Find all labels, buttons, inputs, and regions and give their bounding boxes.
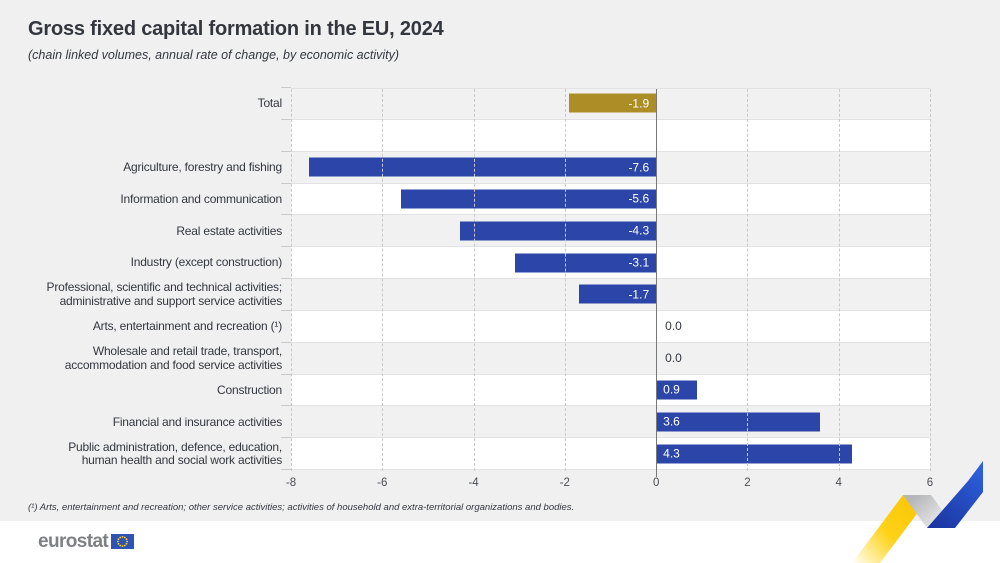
category-band: 0.0	[281, 310, 930, 343]
bar: -1.7	[578, 284, 657, 304]
bar-value-label: -1.7	[628, 287, 650, 302]
bar-value-label: -4.3	[628, 223, 650, 238]
category-band: -3.1	[281, 247, 930, 279]
bar: -4.3	[459, 221, 657, 241]
bar: 4.3	[656, 444, 853, 464]
ribbon-decoration-icon	[852, 461, 983, 563]
spacer-row	[0, 119, 930, 152]
category-row: Information and communication -5.6	[0, 183, 930, 216]
category-band: -5.6	[281, 183, 930, 216]
category-label: Real estate activities	[176, 223, 282, 238]
category-band: -7.6	[281, 151, 930, 184]
eurostat-wordmark: eurostat	[38, 531, 109, 552]
category-label: Public administration, defence, educatio…	[68, 439, 282, 468]
category-band: 0.9	[281, 374, 930, 407]
bar-value-label: 4.3	[663, 446, 680, 461]
category-label: Total	[257, 96, 283, 111]
category-row: Real estate activities -4.3	[0, 215, 930, 248]
category-band	[281, 119, 930, 152]
bar-value-label: -5.6	[628, 191, 650, 206]
chart-subtitle: (chain linked volumes, annual rate of ch…	[28, 48, 400, 62]
category-row: Public administration, defence, educatio…	[0, 438, 930, 470]
eu-flag-icon	[111, 534, 135, 549]
category-label: Arts, entertainment and recreation (¹)	[92, 319, 282, 334]
category-row: Wholesale and retail trade, transport, ac…	[0, 342, 930, 375]
bar-value-label: 3.6	[663, 414, 680, 429]
bar: 0.9	[656, 380, 698, 400]
category-label: Professional, scientific and technical a…	[46, 280, 283, 308]
gridline	[930, 89, 931, 471]
bar: 3.6	[656, 412, 821, 432]
bar-value-label: 0.0	[665, 351, 682, 366]
eurostat-logo: eurostat	[38, 531, 135, 553]
bar-value-label: -7.6	[628, 160, 650, 175]
category-row: Arts, entertainment and recreation (¹) 0.…	[0, 310, 930, 343]
category-label: Financial and insurance activities	[112, 414, 282, 429]
category-label: Construction	[217, 382, 282, 397]
category-row: Construction 0.9	[0, 374, 930, 407]
x-axis-tick-label: 6	[926, 477, 934, 489]
category-band: 0.0	[281, 342, 930, 375]
bar-value-label: 0.0	[665, 319, 682, 334]
x-axis-tick-label: -2	[559, 477, 570, 489]
bar: -7.6	[309, 157, 657, 177]
bar: -1.9	[569, 93, 657, 113]
category-label: Information and communication	[120, 191, 282, 206]
category-label: Industry (except construction)	[130, 255, 283, 270]
bar: -5.6	[400, 189, 657, 209]
chart-title: Gross fixed capital formation in the EU,…	[28, 18, 444, 40]
x-axis-tick-label: -4	[468, 477, 479, 489]
bar-value-label: 0.9	[663, 382, 680, 397]
x-axis-tick-label: -8	[285, 477, 297, 489]
plot-area: Total -1.9 Agriculture, forestry and fishi…	[0, 87, 930, 470]
category-label: Wholesale and retail trade, transport, ac…	[64, 344, 282, 372]
category-band: 4.3	[281, 438, 930, 470]
category-band: 3.6	[281, 406, 930, 439]
x-axis-tick-label: 2	[744, 477, 751, 489]
category-label: Agriculture, forestry and fishing	[123, 159, 282, 174]
footnote: (¹) Arts, entertainment and recreation; …	[28, 502, 575, 513]
category-row: Financial and insurance activities 3.6	[0, 406, 930, 439]
category-row: Agriculture, forestry and fishing -7.6	[0, 151, 930, 184]
bar-value-label: -3.1	[628, 255, 650, 270]
category-band: -4.3	[281, 215, 930, 248]
footer-bar: eurostat	[0, 521, 1000, 563]
bar-value-label: -1.9	[628, 96, 650, 111]
x-axis-tick-label: -6	[377, 477, 388, 489]
bar-chart: Total -1.9 Agriculture, forestry and fishi…	[0, 87, 934, 494]
x-axis-tick-label: 0	[652, 477, 660, 489]
category-band: -1.9	[281, 87, 930, 120]
x-axis-tick-label: 4	[835, 477, 842, 489]
category-row: Industry (except construction) -3.1	[0, 247, 930, 279]
category-row: Total -1.9	[0, 87, 930, 120]
bar: -3.1	[514, 253, 657, 273]
category-row: Professional, scientific and technical a…	[0, 279, 930, 311]
category-band: -1.7	[281, 279, 930, 311]
category-label	[0, 120, 291, 152]
x-axis: -8 -6 -4 -2 0 2 4 6	[286, 474, 934, 494]
